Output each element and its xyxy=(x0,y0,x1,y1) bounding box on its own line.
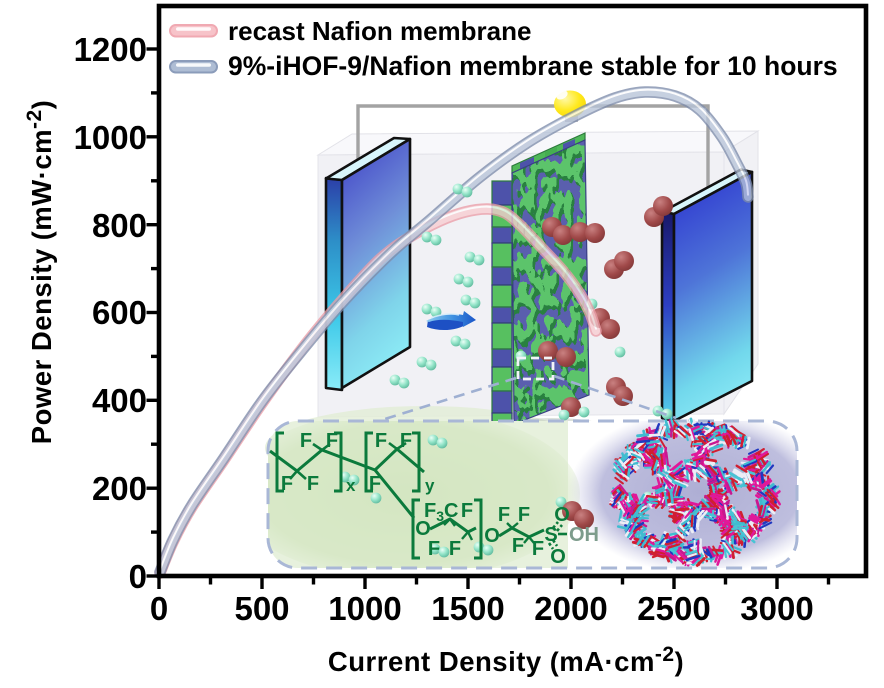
svg-text:F: F xyxy=(461,500,473,522)
svg-text:1000: 1000 xyxy=(74,119,147,156)
svg-text:500: 500 xyxy=(234,590,289,627)
svg-text:0: 0 xyxy=(129,558,147,595)
svg-text:recast Nafion membrane: recast Nafion membrane xyxy=(228,16,531,46)
svg-text:O: O xyxy=(415,518,431,540)
svg-text:400: 400 xyxy=(92,382,147,419)
svg-text:F: F xyxy=(307,473,319,495)
svg-text:F: F xyxy=(428,538,440,560)
svg-text:O: O xyxy=(550,546,566,568)
svg-text:OH: OH xyxy=(569,524,599,546)
svg-text:800: 800 xyxy=(92,207,147,244)
svg-text:2000: 2000 xyxy=(534,590,607,627)
svg-text:F: F xyxy=(400,430,412,452)
svg-text:F: F xyxy=(498,504,510,526)
svg-text:F: F xyxy=(532,538,544,560)
svg-text:y: y xyxy=(425,476,435,495)
svg-text:Current Density (mA·cm-2): Current Density (mA·cm-2) xyxy=(328,643,684,677)
svg-text:9%-iHOF-9/Nafion membrane stab: 9%-iHOF-9/Nafion membrane stable for 10 … xyxy=(228,51,838,81)
svg-text:1200: 1200 xyxy=(74,31,147,68)
svg-text:F: F xyxy=(449,538,461,560)
svg-text:F: F xyxy=(375,430,387,452)
svg-text:F: F xyxy=(369,473,381,495)
svg-text:x: x xyxy=(346,476,356,495)
svg-text:F: F xyxy=(518,504,530,526)
svg-text:0: 0 xyxy=(150,590,168,627)
svg-text:200: 200 xyxy=(92,470,147,507)
svg-text:O: O xyxy=(484,525,500,547)
svg-text:F: F xyxy=(326,430,338,452)
svg-text:600: 600 xyxy=(92,294,147,331)
svg-text:F: F xyxy=(281,473,293,495)
svg-text:S: S xyxy=(544,524,557,546)
svg-text:2500: 2500 xyxy=(637,590,710,627)
svg-text:1000: 1000 xyxy=(328,590,401,627)
svg-text:1500: 1500 xyxy=(431,590,504,627)
svg-text:3000: 3000 xyxy=(740,590,813,627)
svg-text:Power Density (mW·cm-2): Power Density (mW·cm-2) xyxy=(23,100,57,445)
svg-text:F: F xyxy=(512,535,524,557)
svg-text:F: F xyxy=(300,430,312,452)
svg-text:O: O xyxy=(554,504,570,526)
